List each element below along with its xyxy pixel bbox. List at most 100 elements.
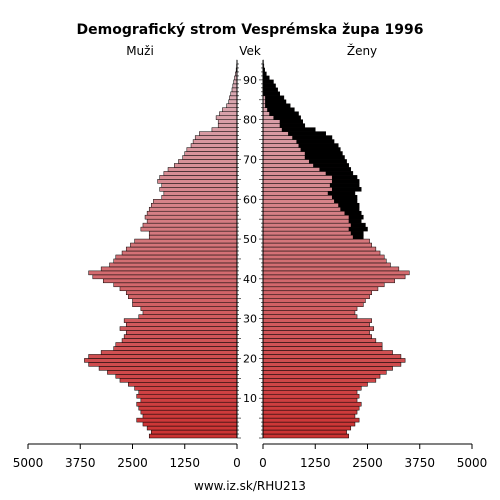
female-excess-age-70	[304, 155, 345, 160]
male-bar-age-32	[140, 306, 238, 311]
x-axes: 5000 3750 2500 1250 0 0 1250 2500 3750 5000	[13, 443, 488, 470]
female-excess-age-59	[334, 199, 358, 204]
female-bar-age-7	[262, 405, 360, 411]
male-bars	[84, 59, 238, 439]
female-bar-age-15	[262, 374, 381, 379]
male-bar-age-86	[230, 91, 238, 97]
female-bar-age-24	[262, 338, 377, 343]
female-excess-age-85	[265, 95, 284, 100]
female-bar-age-27	[262, 326, 375, 331]
male-bar-age-22	[113, 346, 238, 351]
female-excess-age-57	[340, 207, 360, 212]
male-bar-age-5	[142, 413, 238, 419]
female-bar-age-16	[262, 370, 387, 375]
male-x-tick-label: 5000	[13, 456, 44, 470]
female-excess-age-56	[344, 211, 362, 216]
female-excess-age-80	[273, 115, 301, 120]
age-tick-label: 90	[243, 74, 257, 87]
male-bar-age-61	[163, 191, 238, 196]
male-bar-age-26	[125, 330, 238, 335]
footer-url: www.iz.sk/RHU213	[194, 479, 306, 493]
male-bar-age-16	[107, 370, 238, 375]
male-bar-age-28	[125, 322, 238, 327]
age-tick-label: 10	[243, 392, 257, 405]
female-excess-age-91	[263, 71, 267, 76]
male-x-tick-label: 0	[233, 456, 241, 470]
male-bar-age-56	[146, 210, 238, 216]
female-bar-age-0	[262, 433, 349, 439]
female-bar-age-29	[262, 318, 372, 323]
female-excess-age-79	[279, 119, 303, 124]
female-excess-age-72	[300, 147, 341, 152]
female-bar-age-31	[262, 310, 356, 315]
male-bar-age-38	[113, 282, 238, 288]
age-tick-label: 40	[243, 273, 257, 286]
female-excess-age-84	[265, 99, 286, 104]
female-bar-age-17	[262, 366, 393, 371]
female-bar-age-5	[262, 413, 356, 419]
female-excess-age-88	[263, 83, 276, 88]
male-bar-age-80	[215, 115, 238, 120]
female-bar-age-51	[262, 230, 364, 236]
female-excess-age-89	[263, 79, 274, 84]
male-bar-age-6	[140, 409, 238, 415]
female-bar-age-55	[262, 214, 364, 220]
male-bar-age-39	[102, 278, 238, 284]
female-bar-age-48	[262, 242, 372, 248]
female-bar-age-4	[262, 417, 360, 423]
male-bar-age-25	[123, 334, 238, 339]
female-bar-age-11	[262, 390, 358, 395]
female-bar-age-50	[262, 234, 364, 240]
male-bar-age-70	[182, 155, 238, 160]
female-bar-age-13	[262, 382, 368, 387]
female-bar-age-22	[262, 346, 383, 351]
male-bar-age-65	[159, 175, 238, 180]
female-excess-age-76	[288, 131, 326, 136]
female-excess-age-62	[331, 187, 362, 192]
male-bar-age-19	[84, 358, 238, 363]
male-bar-age-18	[88, 362, 238, 367]
female-excess-age-54	[348, 219, 362, 224]
male-bar-age-77	[211, 127, 238, 132]
female-bar-age-38	[262, 282, 385, 288]
age-tick-label: 50	[243, 233, 257, 246]
female-excess-age-64	[331, 179, 360, 184]
female-label: Ženy	[347, 43, 377, 58]
female-excess-age-60	[331, 195, 358, 200]
female-bar-age-54	[262, 218, 362, 224]
female-excess-age-61	[327, 191, 355, 196]
female-bar-age-26	[262, 330, 370, 335]
female-bar-age-20	[262, 354, 402, 359]
male-bar-age-87	[231, 87, 238, 93]
male-bar-age-60	[161, 195, 238, 200]
female-excess-age-66	[325, 171, 353, 176]
female-bar-age-14	[262, 378, 377, 383]
male-bar-age-46	[121, 250, 238, 256]
female-excess-age-77	[281, 127, 316, 132]
female-x-tick-label: 3750	[404, 456, 435, 470]
female-excess-age-68	[313, 163, 349, 168]
female-excess-age-78	[279, 123, 305, 128]
male-bar-age-17	[98, 366, 238, 371]
male-bar-age-44	[113, 258, 238, 264]
male-bar-age-50	[148, 234, 238, 240]
female-bar-age-39	[262, 278, 395, 284]
female-bar-age-6	[262, 409, 358, 415]
female-excess-age-73	[298, 143, 339, 148]
male-bar-age-63	[161, 183, 238, 188]
male-bar-age-68	[174, 163, 238, 168]
male-bar-age-21	[100, 350, 238, 355]
age-ticks: 10 20 30 40 50 60 70 80 90	[236, 60, 264, 439]
male-bar-age-62	[159, 187, 238, 192]
male-bar-age-43	[109, 262, 238, 268]
female-excess-age-50	[352, 235, 364, 240]
female-excess-age-63	[329, 183, 360, 188]
female-x-tick-label: 1250	[300, 456, 331, 470]
male-bar-age-2	[146, 425, 238, 431]
female-x-tick-label: 5000	[457, 456, 488, 470]
male-bar-age-33	[132, 302, 238, 307]
female-bar-age-44	[262, 258, 387, 264]
female-excess-age-65	[331, 175, 358, 180]
female-bar-age-19	[262, 358, 406, 363]
chart-title: Demografický strom Vesprémska župa 1996	[77, 22, 424, 38]
